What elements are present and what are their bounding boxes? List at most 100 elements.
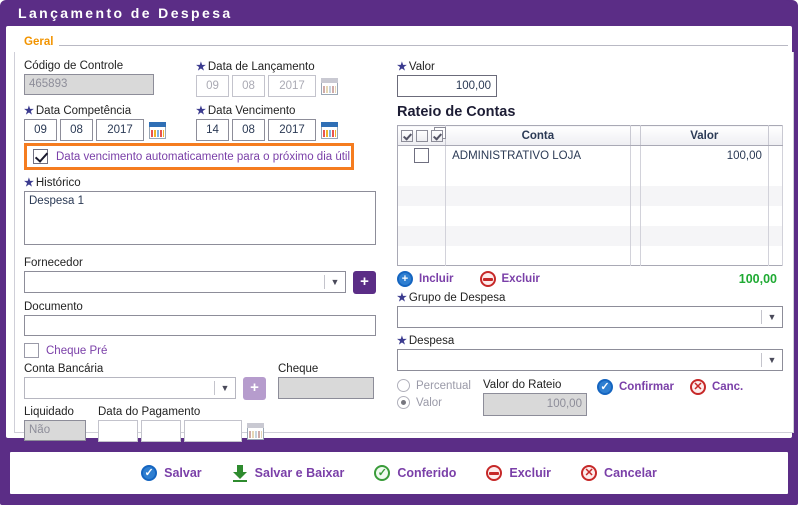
select-all-header[interactable] <box>397 125 447 146</box>
data-competencia-day[interactable]: 09 <box>24 119 57 141</box>
salvar-e-baixar-label: Salvar e Baixar <box>254 466 345 480</box>
data-pagamento-month[interactable] <box>141 420 181 442</box>
data-lancamento-label-text: Data de Lançamento <box>207 61 315 73</box>
salvar-e-baixar-button[interactable]: Salvar e Baixar <box>232 465 345 482</box>
data-vencimento-month[interactable]: 08 <box>232 119 265 141</box>
chevron-down-icon[interactable]: ▼ <box>767 355 777 365</box>
salvar-button[interactable]: ✓ Salvar <box>141 465 202 481</box>
cancelar-label: Cancelar <box>604 466 657 480</box>
despesa-label: ★ Despesa <box>397 334 793 347</box>
valor-radio-label: Valor <box>416 396 442 409</box>
row-conta-cheque: Conta Bancária ▼ + Chequ <box>24 363 393 400</box>
conferido-button[interactable]: ✓ Conferido <box>374 465 456 481</box>
data-vencimento-day[interactable]: 14 <box>196 119 229 141</box>
column-header-conta[interactable]: Conta <box>445 125 631 146</box>
data-vencimento-year[interactable]: 2017 <box>268 119 316 141</box>
field-data-pagamento: Data do Pagamento <box>98 406 264 442</box>
data-competencia-year[interactable]: 2017 <box>96 119 144 141</box>
documento-input[interactable] <box>24 315 376 336</box>
circle-check-green-icon: ✓ <box>374 465 391 481</box>
table-row-empty <box>397 225 784 246</box>
auto-business-day-label: Data vencimento automaticamente para o p… <box>56 150 351 163</box>
auto-business-day-checkbox[interactable] <box>33 149 48 164</box>
cheque-pre-checkbox[interactable] <box>24 343 39 358</box>
add-fornecedor-button[interactable]: + <box>353 271 376 294</box>
calendar-icon <box>321 77 338 95</box>
column-header-valor[interactable]: Valor <box>640 125 769 146</box>
excluir-button[interactable]: Excluir <box>486 465 551 481</box>
field-valor: ★ Valor 100,00 <box>397 60 793 97</box>
calendar-icon[interactable] <box>149 121 166 139</box>
despesa-value <box>398 350 761 370</box>
despesa-separator <box>761 353 762 367</box>
conta-bancaria-select[interactable]: ▼ <box>24 377 236 399</box>
fornecedor-select[interactable]: ▼ <box>24 271 346 293</box>
historico-label-text: Histórico <box>35 177 81 189</box>
window-titlebar: Lançamento de Despesa <box>6 0 792 26</box>
field-data-vencimento: ★ Data Vencimento 14 08 2017 <box>196 104 338 141</box>
radio-valor[interactable]: Valor <box>397 396 471 409</box>
grupo-despesa-select[interactable]: ▼ <box>397 306 783 328</box>
despesa-select[interactable]: ▼ <box>397 349 783 371</box>
down-arrow-green-icon <box>232 465 248 482</box>
valor-input[interactable]: 100,00 <box>397 75 497 97</box>
cheque-input <box>278 377 374 399</box>
data-competencia-label-text: Data Competência <box>35 105 132 117</box>
field-data-competencia: ★ Data Competência 09 08 2017 <box>24 104 196 141</box>
form-panel: Código de Controle 465893 ★ Data de Lança… <box>14 52 794 442</box>
table-row-empty <box>397 165 784 186</box>
historico-textarea[interactable] <box>24 191 376 245</box>
data-pagamento-year[interactable] <box>184 420 242 442</box>
required-star-icon: ★ <box>24 177 34 189</box>
circle-minus-red-icon <box>486 465 503 481</box>
data-pagamento-day[interactable] <box>98 420 138 442</box>
conta-bancaria-separator <box>214 381 215 395</box>
valor-label-text: Valor <box>408 61 435 73</box>
check-all-icon[interactable] <box>400 129 413 142</box>
chevron-down-icon[interactable]: ▼ <box>220 383 230 393</box>
table-row-empty <box>397 185 784 206</box>
confirmar-button[interactable]: ✓ Confirmar <box>596 379 674 395</box>
data-competencia-label: ★ Data Competência <box>24 104 196 117</box>
cancelar-button[interactable]: ✕ Cancelar <box>581 465 657 481</box>
chevron-down-icon[interactable]: ▼ <box>767 312 777 322</box>
right-column: ★ Valor 100,00 Rateio de Contas <box>393 60 793 432</box>
grupo-despesa-value <box>398 307 761 327</box>
table-row[interactable]: ADMINISTRATIVO LOJA 100,00 <box>397 145 784 166</box>
fornecedor-label: Fornecedor <box>24 257 83 269</box>
chevron-down-icon[interactable]: ▼ <box>330 277 340 287</box>
conferido-label: Conferido <box>397 466 457 480</box>
excluir-rateio-button[interactable]: Excluir <box>479 271 540 287</box>
valor-rateio-input: 100,00 <box>482 393 587 416</box>
percentual-radio[interactable] <box>397 379 410 392</box>
rateio-table-body: ADMINISTRATIVO LOJA 100,00 <box>397 145 784 266</box>
incluir-button[interactable]: + Incluir <box>397 271 454 287</box>
bottom-toolbar: ✓ Salvar Salvar e Baixar ✓ Conferido Exc… <box>8 450 790 496</box>
field-conta-bancaria: Conta Bancária ▼ + <box>24 363 266 400</box>
calendar-icon[interactable] <box>247 422 264 440</box>
tab-strip: Geral <box>6 26 792 50</box>
despesa-label-text: Despesa <box>408 335 455 347</box>
confirmar-label: Confirmar <box>618 381 674 393</box>
valor-label: ★ Valor <box>397 60 793 73</box>
invert-selection-icon[interactable] <box>430 129 443 142</box>
rateio-table: Conta Valor ADMINISTRATIVO LOJA <box>397 125 784 266</box>
rateio-mode-row: Percentual Valor Valor do Rateio 100,00 <box>397 379 793 416</box>
radio-percentual[interactable]: Percentual <box>397 379 471 392</box>
circle-check-icon: ✓ <box>596 379 613 395</box>
cancelar-rateio-button[interactable]: ✕ Canc. <box>689 379 743 395</box>
valor-radio[interactable] <box>397 396 410 409</box>
tab-geral[interactable]: Geral <box>24 36 54 48</box>
required-star-icon: ★ <box>397 335 407 347</box>
data-competencia-month[interactable]: 08 <box>60 119 93 141</box>
row-conta: ADMINISTRATIVO LOJA <box>445 145 631 166</box>
column-header-spacer-1 <box>630 125 641 146</box>
data-pagamento-fields <box>98 420 264 442</box>
uncheck-all-icon[interactable] <box>415 129 428 142</box>
field-historico: ★ Histórico <box>24 176 393 250</box>
row-checkbox[interactable] <box>414 148 430 164</box>
window-content: Geral Código de Controle 465893 ★ Da <box>6 26 794 442</box>
liquidado-value: Não <box>24 420 86 441</box>
row-select-cell[interactable] <box>397 145 447 166</box>
calendar-icon[interactable] <box>321 121 338 139</box>
